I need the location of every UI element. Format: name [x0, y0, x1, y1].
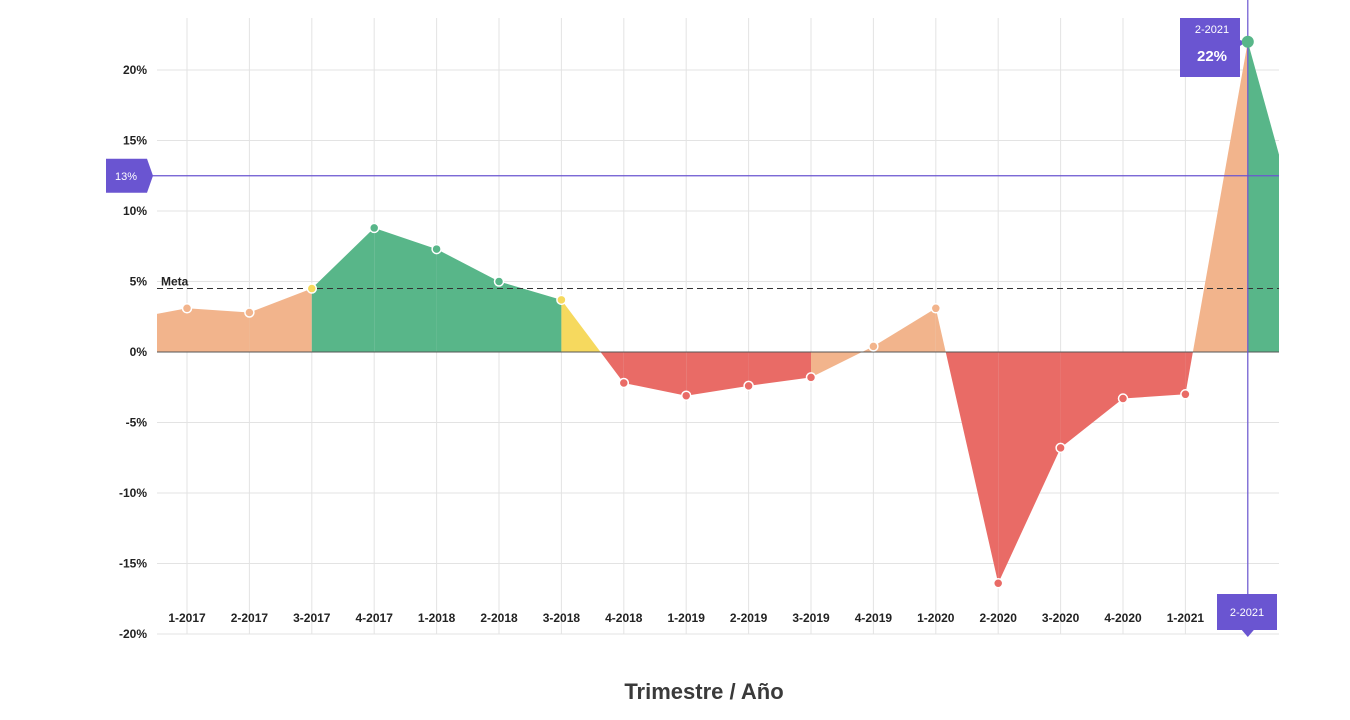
x-tick-label: 1-2020	[917, 611, 955, 625]
y-tick-label: -5%	[126, 416, 148, 430]
crosshair: 2-2021 22% 2-2021	[1180, 0, 1277, 637]
data-point[interactable]	[1180, 389, 1191, 400]
x-tick-label: 4-2019	[855, 611, 893, 625]
area-segment	[499, 281, 562, 352]
area-segment	[998, 352, 1061, 584]
y-tick-label: 5%	[130, 275, 148, 289]
data-point[interactable]	[805, 372, 817, 383]
y-tick-label: 10%	[123, 204, 147, 218]
value-badge-category: 2-2021	[1195, 24, 1229, 36]
x-axis-title: Trimestre / Año	[624, 679, 783, 704]
area-segment	[748, 352, 811, 386]
data-point[interactable]	[992, 577, 1004, 589]
area-segment	[436, 249, 499, 352]
y-tick-label: 0%	[130, 345, 148, 359]
y-tick-label: 15%	[123, 134, 147, 148]
x-tick-label: 2-2017	[231, 611, 269, 625]
area-segment	[1123, 352, 1186, 399]
data-point[interactable]	[743, 380, 754, 392]
area-segment	[935, 308, 946, 352]
area-segment	[873, 308, 936, 352]
area-segment	[686, 352, 749, 396]
data-points	[181, 35, 1254, 589]
reference-label: 13%	[115, 171, 137, 183]
area-segment	[623, 352, 687, 396]
x-tick-label: 4-2018	[605, 611, 643, 625]
data-point[interactable]	[1055, 442, 1066, 454]
x-tick-label: 4-2017	[356, 611, 394, 625]
area-segment	[1192, 41, 1248, 353]
value-badge	[1180, 18, 1240, 77]
x-tick-label: 2-2019	[730, 611, 768, 625]
area-segment	[561, 299, 601, 352]
y-tick-label: 20%	[123, 63, 147, 77]
data-point[interactable]	[1117, 393, 1129, 404]
x-badge-pointer	[1241, 630, 1254, 637]
area-segment	[187, 308, 250, 352]
data-point[interactable]	[244, 307, 255, 318]
data-point[interactable]	[1241, 35, 1254, 48]
area-segment	[600, 352, 624, 384]
area-segment	[311, 227, 375, 352]
x-badge-label: 2-2021	[1230, 607, 1264, 619]
data-point[interactable]	[181, 303, 193, 314]
y-tick-label: -20%	[119, 627, 147, 641]
y-tick-label: -15%	[119, 557, 147, 571]
x-tick-label: 3-2019	[792, 611, 830, 625]
y-axis-ticks: 20% 15% 10% 5% 0% -5% -10% -15% -20%	[119, 63, 147, 641]
area-segment	[157, 308, 187, 352]
meta-line: Meta	[157, 275, 1279, 290]
x-tick-label: 3-2020	[1042, 611, 1080, 625]
x-tick-label: 1-2017	[168, 611, 206, 625]
area-segment	[1185, 352, 1193, 395]
data-point[interactable]	[368, 222, 380, 234]
x-badge	[1217, 594, 1277, 630]
data-point[interactable]	[680, 390, 692, 401]
x-tick-label: 1-2021	[1167, 611, 1205, 625]
x-tick-label: 3-2017	[293, 611, 331, 625]
area-segment	[1247, 41, 1279, 353]
x-tick-label: 1-2018	[418, 611, 456, 625]
area-segment	[1060, 352, 1123, 448]
data-point[interactable]	[618, 377, 630, 389]
data-point[interactable]	[431, 243, 442, 255]
area-segment	[811, 352, 863, 378]
data-point[interactable]	[306, 283, 318, 294]
x-tick-label: 1-2019	[668, 611, 706, 625]
x-tick-label: 3-2018	[543, 611, 581, 625]
area-segment	[945, 352, 999, 584]
x-tick-label: 4-2020	[1104, 611, 1142, 625]
reference-badge	[106, 158, 153, 193]
data-point[interactable]	[930, 303, 942, 314]
x-tick-label: 2-2018	[480, 611, 518, 625]
x-tick-label: 2-2020	[980, 611, 1018, 625]
data-point[interactable]	[868, 341, 879, 352]
y-tick-label: -10%	[119, 486, 147, 500]
reference-line: 13%	[106, 158, 1279, 193]
x-axis-ticks: 1-2017 2-2017 3-2017 4-2017 1-2018 2-2018 3-20…	[168, 611, 1204, 625]
meta-label: Meta	[161, 275, 189, 289]
area-fills	[157, 41, 1279, 584]
area-segment	[374, 227, 437, 352]
value-badge-value: 22%	[1197, 48, 1227, 65]
data-point[interactable]	[493, 276, 505, 287]
data-point[interactable]	[556, 294, 567, 306]
area-segment	[249, 288, 312, 352]
